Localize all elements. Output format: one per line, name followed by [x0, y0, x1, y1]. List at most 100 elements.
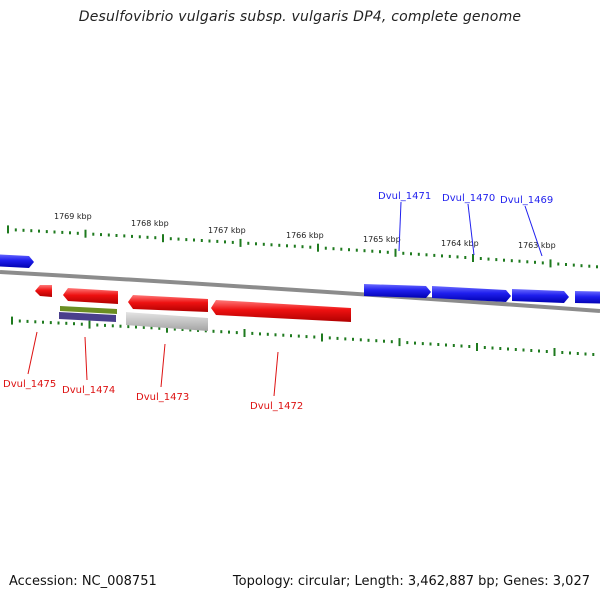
major-tick [553, 348, 556, 356]
minor-tick [507, 347, 509, 351]
minor-tick [445, 343, 447, 347]
minor-tick [42, 320, 44, 324]
minor-tick [580, 264, 583, 268]
major-tick [7, 225, 9, 234]
forward-gene[interactable] [512, 289, 569, 303]
minor-tick [503, 258, 505, 262]
minor-tick [522, 348, 525, 352]
gene-label-dvul-1471[interactable]: Dvul_1471 [378, 191, 431, 202]
minor-tick [592, 353, 595, 356]
minor-tick [96, 323, 99, 327]
label-leader [27, 331, 38, 375]
minor-tick [344, 337, 347, 341]
minor-tick [352, 337, 354, 341]
genome-summary-text: Topology: circular; Length: 3,462,887 bp… [232, 574, 590, 589]
minor-tick [390, 340, 393, 344]
minor-tick [479, 257, 482, 260]
major-tick [88, 320, 91, 329]
minor-tick [282, 333, 285, 337]
minor-tick [18, 319, 21, 323]
minor-tick [193, 238, 195, 242]
reverse-gene[interactable] [63, 288, 118, 304]
major-tick [11, 316, 13, 325]
gene-label-dvul-1474[interactable]: Dvul_1474 [62, 385, 115, 396]
major-tick [317, 243, 319, 252]
label-leader [273, 351, 279, 397]
major-tick [476, 343, 478, 351]
minor-tick [49, 321, 52, 325]
minor-tick [386, 250, 389, 254]
minor-tick [309, 245, 312, 249]
minor-tick [425, 253, 428, 257]
minor-tick [247, 241, 250, 245]
minor-tick [414, 341, 416, 345]
minor-tick [433, 253, 436, 257]
purple-feature[interactable] [59, 312, 116, 322]
forward-genes [0, 254, 600, 304]
minor-tick [402, 251, 405, 255]
minor-tick [212, 329, 215, 333]
minor-tick [69, 231, 71, 235]
gene-label-dvul-1470[interactable]: Dvul_1470 [442, 193, 495, 204]
minor-tick [596, 265, 598, 269]
minor-tick [569, 351, 571, 355]
reverse-gene[interactable] [128, 295, 208, 312]
minor-tick [127, 325, 130, 329]
gene-label-dvul-1472[interactable]: Dvul_1472 [250, 401, 303, 412]
major-tick [243, 329, 246, 337]
minor-tick [158, 326, 161, 330]
minor-tick [57, 321, 60, 325]
minor-tick [14, 228, 17, 232]
minor-tick [231, 240, 234, 244]
gene-label-dvul-1469[interactable]: Dvul_1469 [500, 195, 553, 206]
minor-tick [45, 230, 48, 234]
label-leader [524, 205, 543, 257]
minor-tick [189, 328, 192, 332]
gene-label-dvul-1475[interactable]: Dvul_1475 [3, 379, 56, 390]
major-tick [162, 234, 164, 243]
minor-tick [328, 336, 331, 340]
minor-tick [173, 327, 176, 331]
minor-tick [111, 324, 114, 328]
minor-tick [510, 259, 513, 263]
minor-tick [286, 244, 288, 248]
scale-label: 1763 kbp [518, 241, 556, 250]
minor-tick [34, 320, 37, 324]
minor-tick [123, 234, 126, 238]
minor-tick [355, 248, 358, 252]
reverse-gene[interactable] [35, 285, 52, 297]
minor-tick [251, 331, 254, 335]
scale-label: 1767 kbp [208, 226, 246, 235]
minor-tick [135, 325, 137, 329]
minor-tick [452, 344, 455, 347]
minor-tick [290, 334, 292, 338]
scale-label: 1764 kbp [441, 239, 479, 248]
scale-label: 1765 kbp [363, 235, 401, 244]
forward-gene[interactable] [575, 291, 600, 304]
minor-tick [499, 347, 502, 350]
minor-tick [181, 328, 184, 331]
minor-tick [491, 346, 494, 350]
minor-tick [76, 231, 79, 235]
minor-tick [293, 244, 296, 248]
minor-tick [538, 349, 540, 353]
reverse-gene[interactable] [211, 300, 351, 322]
minor-tick [274, 333, 277, 337]
accession-text: Accession: NC_008751 [9, 574, 157, 589]
forward-gene[interactable] [364, 284, 431, 298]
scale-label: 1768 kbp [131, 219, 169, 228]
forward-gene[interactable] [432, 286, 511, 302]
minor-tick [224, 240, 226, 244]
gene-label-dvul-1473[interactable]: Dvul_1473 [136, 392, 189, 403]
minor-tick [73, 322, 75, 326]
minor-tick [177, 237, 180, 241]
genome-backbone [0, 270, 600, 313]
minor-tick [146, 235, 149, 239]
minor-tick [131, 234, 133, 238]
green-feature[interactable] [60, 306, 117, 314]
minor-tick [534, 260, 536, 264]
minor-tick [526, 260, 529, 264]
minor-tick [468, 345, 471, 348]
forward-gene[interactable] [0, 254, 34, 268]
gray-feature[interactable] [126, 312, 208, 331]
